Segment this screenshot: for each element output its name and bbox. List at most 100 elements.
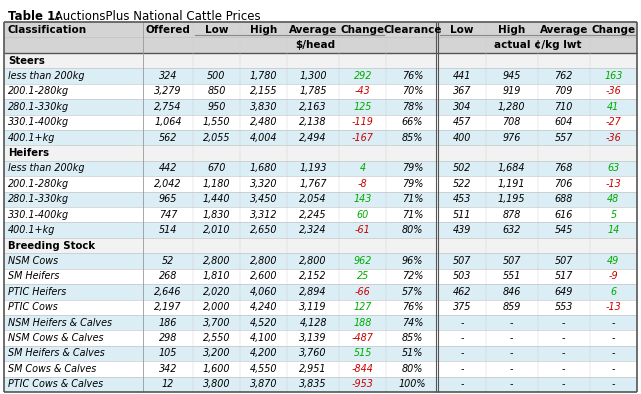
Text: -: - xyxy=(510,379,513,389)
Text: 2,020: 2,020 xyxy=(203,287,230,297)
Text: 324: 324 xyxy=(158,71,177,81)
Text: -: - xyxy=(510,348,513,359)
Text: -167: -167 xyxy=(352,133,374,143)
Text: 850: 850 xyxy=(207,86,226,97)
Text: 1,280: 1,280 xyxy=(498,102,526,112)
Text: 747: 747 xyxy=(158,210,177,220)
Bar xyxy=(4,207,637,223)
Text: 500: 500 xyxy=(207,71,226,81)
Text: 51%: 51% xyxy=(402,348,423,359)
Text: 632: 632 xyxy=(503,225,521,235)
Bar xyxy=(4,68,637,84)
Text: 6: 6 xyxy=(610,287,617,297)
Text: 78%: 78% xyxy=(402,102,423,112)
Text: 2,054: 2,054 xyxy=(299,194,327,204)
Text: 503: 503 xyxy=(453,271,471,281)
Text: PTIC Heifers: PTIC Heifers xyxy=(8,287,66,297)
Text: 25: 25 xyxy=(356,271,369,281)
Text: -8: -8 xyxy=(358,179,368,189)
Text: 143: 143 xyxy=(354,194,372,204)
Text: 3,760: 3,760 xyxy=(299,348,327,359)
Text: 1,767: 1,767 xyxy=(299,179,327,189)
Text: 3,312: 3,312 xyxy=(250,210,278,220)
Text: High: High xyxy=(250,25,277,35)
Text: 976: 976 xyxy=(503,133,521,143)
Text: 2,480: 2,480 xyxy=(250,117,278,127)
Text: 125: 125 xyxy=(354,102,372,112)
Text: Change: Change xyxy=(341,25,385,35)
Text: less than 200kg: less than 200kg xyxy=(8,164,85,173)
Bar xyxy=(4,145,637,161)
Text: NSM Cows: NSM Cows xyxy=(8,256,58,266)
Bar xyxy=(4,361,637,377)
Text: -: - xyxy=(612,364,615,374)
Text: High: High xyxy=(498,25,526,35)
Text: 375: 375 xyxy=(453,302,471,312)
Text: 517: 517 xyxy=(554,271,573,281)
Text: 708: 708 xyxy=(503,117,521,127)
Text: 71%: 71% xyxy=(402,194,423,204)
Text: 1,064: 1,064 xyxy=(154,117,181,127)
Text: 562: 562 xyxy=(158,133,177,143)
Text: 945: 945 xyxy=(503,71,521,81)
Text: 52: 52 xyxy=(162,256,174,266)
Text: 3,200: 3,200 xyxy=(203,348,230,359)
Text: 2,600: 2,600 xyxy=(250,271,278,281)
Text: NSM Cows & Calves: NSM Cows & Calves xyxy=(8,333,103,343)
Text: 710: 710 xyxy=(554,102,573,112)
Text: 2,324: 2,324 xyxy=(299,225,327,235)
Text: -119: -119 xyxy=(352,117,374,127)
Text: 768: 768 xyxy=(554,164,573,173)
Text: less than 200kg: less than 200kg xyxy=(8,71,85,81)
Text: SM Cows & Calves: SM Cows & Calves xyxy=(8,364,96,374)
Text: 514: 514 xyxy=(158,225,177,235)
Text: 200.1-280kg: 200.1-280kg xyxy=(8,86,69,97)
Text: 367: 367 xyxy=(453,86,471,97)
Text: -36: -36 xyxy=(606,133,621,143)
Bar xyxy=(4,284,637,299)
Text: -844: -844 xyxy=(352,364,374,374)
Text: 507: 507 xyxy=(503,256,521,266)
Bar xyxy=(4,22,637,53)
Text: 49: 49 xyxy=(607,256,619,266)
Text: 604: 604 xyxy=(554,117,573,127)
Text: 2,894: 2,894 xyxy=(299,287,327,297)
Text: 342: 342 xyxy=(158,364,177,374)
Text: 57%: 57% xyxy=(402,287,423,297)
Text: 3,870: 3,870 xyxy=(250,379,278,389)
Text: 545: 545 xyxy=(554,225,573,235)
Text: 846: 846 xyxy=(503,287,521,297)
Text: 188: 188 xyxy=(354,318,372,328)
Text: Low: Low xyxy=(204,25,228,35)
Bar xyxy=(4,315,637,330)
Bar xyxy=(4,223,637,238)
Text: 2,550: 2,550 xyxy=(203,333,230,343)
Text: 127: 127 xyxy=(354,302,372,312)
Text: AuctionsPlus National Cattle Prices: AuctionsPlus National Cattle Prices xyxy=(51,10,261,23)
Text: 4,550: 4,550 xyxy=(250,364,278,374)
Bar xyxy=(4,84,637,99)
Text: 80%: 80% xyxy=(402,225,423,235)
Text: -: - xyxy=(510,318,513,328)
Text: -43: -43 xyxy=(355,86,370,97)
Text: 2,055: 2,055 xyxy=(203,133,230,143)
Text: 553: 553 xyxy=(554,302,573,312)
Bar xyxy=(4,253,637,269)
Text: -: - xyxy=(562,348,565,359)
Text: 1,193: 1,193 xyxy=(299,164,327,173)
Text: 1,780: 1,780 xyxy=(250,71,278,81)
Text: 4,240: 4,240 xyxy=(250,302,278,312)
Text: 4,004: 4,004 xyxy=(250,133,278,143)
Text: 551: 551 xyxy=(503,271,521,281)
Text: Offered: Offered xyxy=(146,25,190,35)
Text: 298: 298 xyxy=(158,333,177,343)
Text: 330.1-400kg: 330.1-400kg xyxy=(8,210,69,220)
Bar xyxy=(4,346,637,361)
Text: 1,810: 1,810 xyxy=(203,271,230,281)
Text: 63: 63 xyxy=(607,164,619,173)
Text: 457: 457 xyxy=(453,117,471,127)
Text: -: - xyxy=(460,364,464,374)
Text: 507: 507 xyxy=(554,256,573,266)
Text: 163: 163 xyxy=(604,71,622,81)
Text: 1,440: 1,440 xyxy=(203,194,230,204)
